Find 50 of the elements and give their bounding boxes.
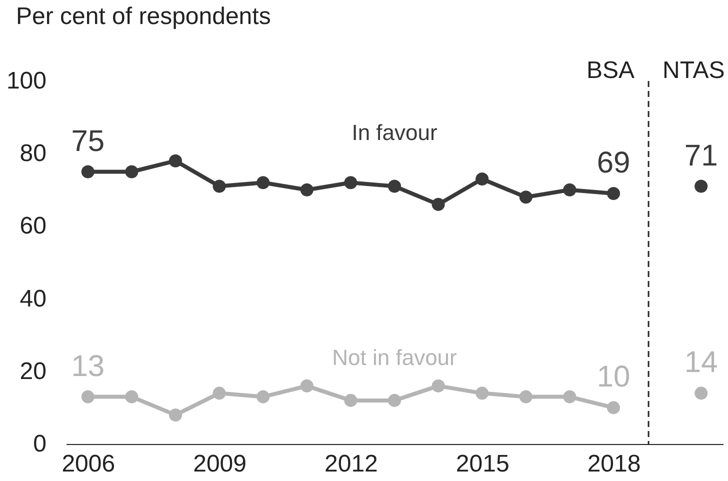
- y-tick-label: 0: [33, 430, 46, 458]
- series-label: Not in favour: [332, 344, 457, 370]
- y-axis-title: Per cent of respondents: [16, 3, 271, 30]
- data-label: 10: [596, 360, 630, 394]
- point: [519, 390, 532, 404]
- y-tick-label: 80: [20, 140, 46, 168]
- point: [81, 390, 94, 404]
- point: [81, 165, 94, 178]
- point: [432, 198, 445, 211]
- x-tick-label: 2012: [324, 450, 378, 478]
- point: [300, 379, 314, 392]
- point: [388, 180, 402, 193]
- point: [168, 408, 182, 422]
- point: [388, 394, 402, 407]
- x-tick-label: 2015: [456, 450, 510, 478]
- point: [563, 183, 576, 196]
- point: [212, 386, 226, 400]
- y-tick-label: 60: [20, 212, 46, 240]
- point: [694, 386, 708, 400]
- series-label: In favour: [352, 120, 438, 145]
- point: [125, 390, 138, 404]
- point: [344, 176, 358, 190]
- data-label: 14: [684, 346, 718, 380]
- x-tick-label: 2009: [193, 450, 246, 478]
- point: [256, 390, 270, 404]
- annotation: BSA: [586, 57, 635, 84]
- data-label: 13: [71, 350, 105, 383]
- data-label: 71: [684, 139, 718, 172]
- point: [563, 390, 576, 404]
- point: [519, 190, 532, 204]
- point: [125, 165, 138, 178]
- y-tick-label: 20: [20, 358, 46, 385]
- y-tick-label: 40: [20, 285, 46, 312]
- data-label: 75: [71, 124, 105, 158]
- y-tick-label: 100: [6, 68, 46, 94]
- point: [212, 180, 226, 193]
- point: [168, 154, 182, 168]
- point: [606, 187, 620, 200]
- annotation: NTAS: [662, 57, 725, 84]
- point: [344, 394, 358, 407]
- point: [476, 386, 489, 400]
- point: [300, 183, 314, 196]
- x-tick-label: 2018: [587, 450, 641, 478]
- x-tick-label: 2006: [62, 450, 116, 478]
- point: [606, 401, 620, 414]
- point: [432, 379, 445, 392]
- point: [256, 176, 270, 190]
- point: [694, 180, 708, 193]
- point: [476, 172, 489, 186]
- data-label: 69: [596, 146, 630, 180]
